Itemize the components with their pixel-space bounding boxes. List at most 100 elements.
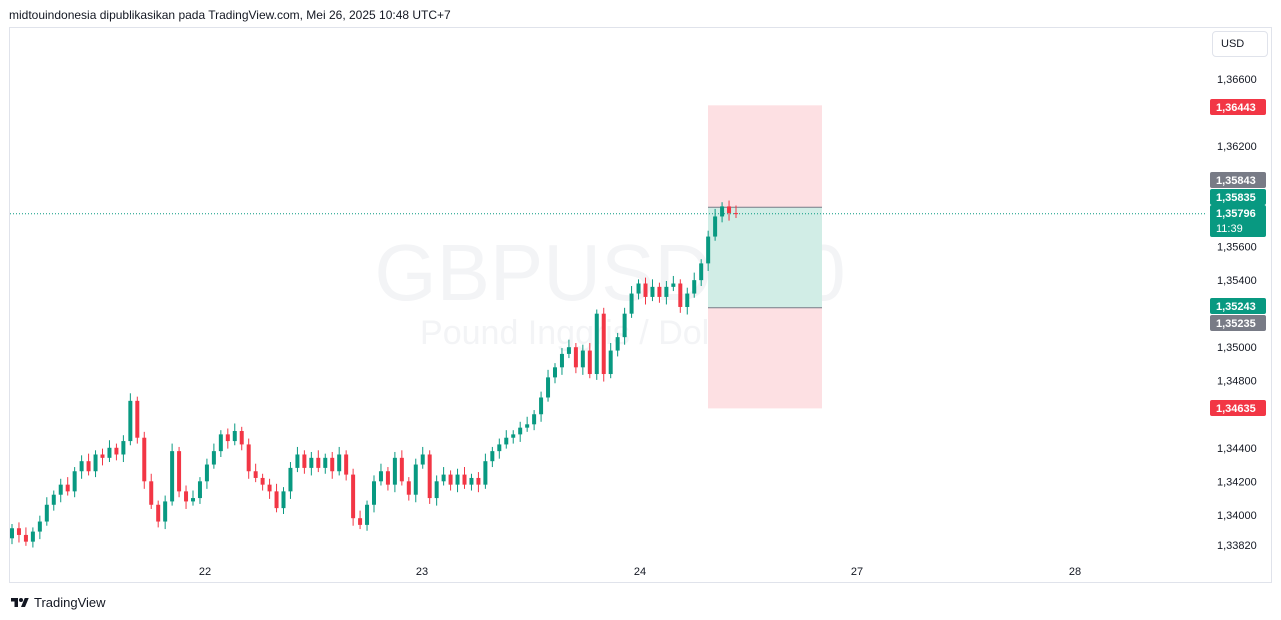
price-badge-label: 1,35843: [1216, 175, 1256, 187]
candle-body: [72, 471, 77, 492]
price-badge-countdown: 11:39: [1216, 223, 1243, 235]
candle-body: [170, 451, 175, 502]
candle-body: [420, 454, 425, 465]
candle-body: [734, 213, 738, 215]
candle-body: [65, 484, 70, 492]
candle-body: [184, 491, 189, 502]
y-tick-label: 1,36200: [1217, 141, 1257, 153]
candle-body: [100, 454, 105, 458]
chart-frame[interactable]: [9, 27, 1272, 583]
candle-body: [587, 350, 592, 375]
candle-body: [497, 444, 502, 452]
candle-body: [706, 236, 711, 264]
candle-body: [163, 501, 168, 522]
candle-body: [191, 498, 195, 502]
candle-body: [692, 280, 697, 294]
y-tick-label: 1,35400: [1217, 275, 1257, 287]
price-badge: [1210, 99, 1266, 115]
candle-body: [337, 454, 342, 472]
y-tick-label: 1,34400: [1217, 443, 1257, 455]
x-tick-label: 28: [1069, 566, 1081, 578]
candle-body: [16, 528, 21, 535]
candle-body: [218, 434, 223, 452]
candle-body: [518, 427, 523, 435]
candle-body: [135, 400, 140, 438]
candle-body: [23, 534, 28, 542]
y-tick-label: 1,35000: [1217, 342, 1257, 354]
candle-body: [288, 467, 293, 492]
candle-body: [622, 313, 627, 338]
candle-body: [211, 451, 216, 465]
candle-body: [204, 464, 209, 482]
candle-body: [469, 477, 474, 485]
candle-body: [455, 474, 460, 485]
target-zone: [708, 207, 822, 308]
candle-body: [378, 471, 383, 482]
candle-body: [462, 474, 467, 485]
candle-body: [253, 471, 258, 478]
candle-body: [685, 293, 690, 307]
candle-body: [559, 353, 564, 368]
y-tick-label: 1,34800: [1217, 376, 1257, 388]
candle-body: [657, 286, 662, 297]
candle-body: [225, 434, 230, 442]
candle-body: [86, 461, 91, 472]
price-badge: [1210, 189, 1266, 205]
price-badge: [1210, 400, 1266, 416]
candle-body: [539, 397, 544, 415]
candle-body: [573, 347, 578, 368]
candle-body: [608, 350, 613, 375]
y-tick-label: 1,33820: [1217, 540, 1257, 552]
lower-stop-zone: [708, 307, 822, 409]
y-tick-label: 1,34000: [1217, 510, 1257, 522]
candle-body: [594, 313, 599, 375]
candle-body: [142, 437, 147, 482]
price-badge-label: 1,35235: [1216, 318, 1256, 330]
candle-body: [392, 457, 397, 485]
candle-body: [330, 457, 335, 472]
candle-body: [504, 437, 509, 445]
candle-body: [399, 457, 404, 482]
candle-body: [93, 454, 98, 472]
candle-body: [309, 457, 314, 468]
candles-layer: [10, 200, 738, 548]
time-axis[interactable]: 22 23 24 27 28: [199, 566, 1081, 578]
candle-body: [121, 441, 126, 455]
candle-body: [490, 451, 495, 462]
candle-body: [246, 444, 251, 472]
candle-body: [79, 461, 84, 472]
publication-header: midtouindonesia dipublikasikan pada Trad…: [9, 8, 451, 22]
candle-body: [643, 283, 648, 297]
candle-body: [344, 454, 349, 475]
candle-body: [483, 461, 488, 485]
x-tick-label: 27: [851, 566, 863, 578]
candle-body: [177, 451, 182, 492]
candle-body: [128, 400, 133, 442]
price-badge: [1210, 298, 1266, 314]
tradingview-logo-icon: [11, 597, 29, 607]
x-tick-label: 22: [199, 566, 211, 578]
candle-body: [406, 481, 411, 495]
candle-body: [566, 347, 571, 354]
y-tick-label: 1,36600: [1217, 74, 1257, 86]
price-badge-label: 1,36443: [1216, 102, 1256, 114]
candle-body: [664, 286, 669, 297]
candle-body: [232, 431, 237, 442]
price-axis[interactable]: 1,36600 1,36200 1,35600 1,35400 1,35000 1,348…: [1217, 74, 1257, 552]
candle-body: [553, 367, 557, 378]
y-tick-label: 1,35600: [1217, 242, 1257, 254]
candle-body: [629, 293, 634, 314]
y-tick-label: 1,34200: [1217, 476, 1257, 488]
x-tick-label: 23: [416, 566, 428, 578]
currency-button[interactable]: USD: [1212, 31, 1268, 57]
candle-body: [323, 457, 328, 468]
price-badge: [1210, 205, 1266, 237]
position-tool[interactable]: [10, 105, 1205, 409]
price-badges: 1,36443 1,35843 1,35835 1,35796 11:39 1,35243…: [1210, 99, 1266, 416]
candle-body: [358, 518, 363, 525]
candle-body: [260, 477, 265, 485]
candle-body: [476, 477, 481, 485]
candle-body: [699, 263, 704, 281]
candle-body: [239, 431, 244, 445]
